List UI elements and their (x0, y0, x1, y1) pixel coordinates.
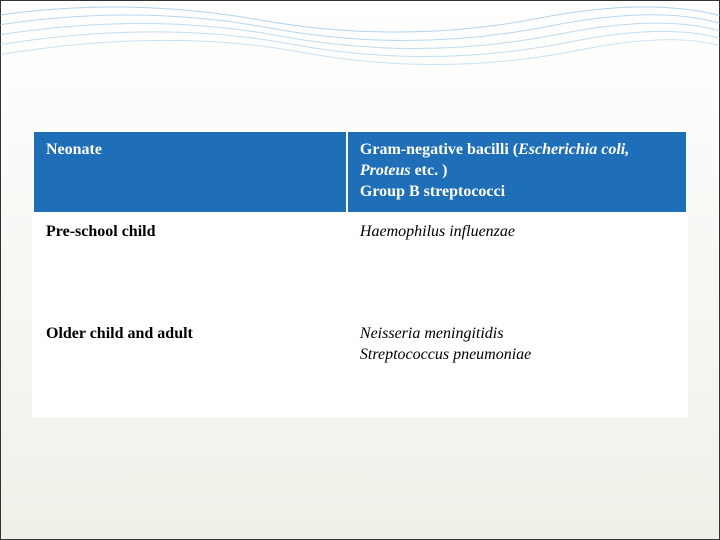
organism-text-italic: Neisseria meningitidis (360, 325, 504, 342)
age-group-label: Pre-school child (46, 223, 155, 240)
table: Neonate Gram-negative bacilli (Escherich… (32, 130, 688, 418)
cell-age-group: Pre-school child (33, 213, 347, 315)
table-row: Neonate Gram-negative bacilli (Escherich… (33, 131, 687, 213)
organism-text: Group B streptococci (360, 183, 505, 200)
organism-text: Gram-negative bacilli ( (360, 141, 518, 158)
cell-organisms: Haemophilus influenzae (347, 213, 687, 315)
cell-age-group: Older child and adult (33, 315, 347, 417)
table-row: Older child and adult Neisseria meningit… (33, 315, 687, 417)
organism-text: etc. ) (411, 162, 448, 179)
table-row: Pre-school child Haemophilus influenzae (33, 213, 687, 315)
cell-age-group: Neonate (33, 131, 347, 213)
cell-organisms: Gram-negative bacilli (Escherichia coli,… (347, 131, 687, 213)
age-group-label: Older child and adult (46, 325, 193, 342)
organism-text-italic: Streptococcus pneumoniae (360, 346, 531, 363)
organism-text-italic: Haemophilus influenzae (360, 223, 515, 240)
cell-organisms: Neisseria meningitidis Streptococcus pne… (347, 315, 687, 417)
organisms-table: Neonate Gram-negative bacilli (Escherich… (32, 130, 688, 418)
wave-decoration (0, 0, 720, 80)
age-group-label: Neonate (46, 141, 102, 158)
